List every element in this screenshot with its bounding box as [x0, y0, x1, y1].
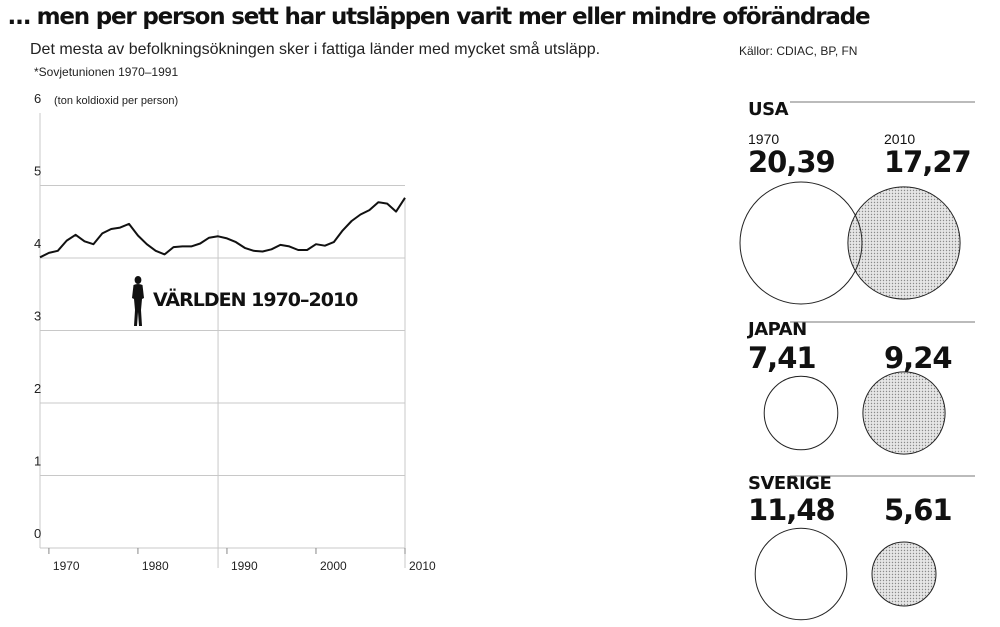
x-tick-label: 1980	[142, 559, 169, 573]
x-tick-label: 1970	[53, 559, 80, 573]
y-tick-label: 4	[34, 236, 41, 251]
bubble-1970	[754, 527, 848, 621]
value-2010: 9,24	[884, 341, 952, 375]
page-subtitle: Det mesta av befolkningsökningen sker i …	[30, 41, 601, 58]
y-tick-label: 2	[34, 381, 41, 396]
y-grid	[39, 113, 406, 568]
value-2010: 5,61	[884, 493, 952, 527]
country-label: USA	[748, 99, 789, 120]
y-tick-label: 1	[34, 454, 41, 469]
bubble-1970	[763, 375, 839, 451]
bubble-2010	[871, 541, 937, 607]
value-1970: 20,39	[748, 145, 835, 179]
y-tick-label: 6	[34, 91, 41, 106]
y-tick-label: 0	[34, 526, 41, 541]
x-tick-labels: 1970 1980 1990 2000 2010	[48, 548, 436, 573]
person-silhouette-icon	[132, 276, 144, 326]
x-tick-label: 2000	[320, 559, 347, 573]
y-tick-label: 3	[34, 309, 41, 324]
x-tick-label: 1990	[231, 559, 258, 573]
year-label: 2010	[884, 131, 915, 147]
bubble-2010	[847, 186, 961, 300]
value-2010: 17,27	[884, 145, 971, 179]
value-1970: 11,48	[748, 493, 835, 527]
value-1970: 7,41	[748, 341, 816, 375]
y-tick-labels: 0 1 2 3 4 5 6	[34, 91, 41, 541]
bubble-2010	[862, 371, 946, 455]
world-line-chart: 0 1 2 3 4 5 6 1970 1980 1990 2000 2010 (ton koldio…	[34, 91, 436, 573]
year-label: 1970	[748, 131, 779, 147]
world-annotation: VÄRLDEN 1970–2010	[153, 287, 358, 311]
series-line-world	[39, 197, 406, 259]
country-label: JAPAN	[746, 319, 807, 340]
page-title: … men per person sett har utsläppen vari…	[8, 4, 871, 30]
bubble-1970	[739, 181, 863, 305]
footnote: *Sovjetunionen 1970–1991	[34, 65, 179, 79]
y-tick-label: 5	[34, 164, 41, 179]
y-axis-unit-label: (ton koldioxid per person)	[54, 95, 178, 107]
x-tick-label: 2010	[409, 559, 436, 573]
sources: Källor: CDIAC, BP, FN	[739, 44, 858, 58]
country-label: SVERIGE	[748, 473, 831, 494]
